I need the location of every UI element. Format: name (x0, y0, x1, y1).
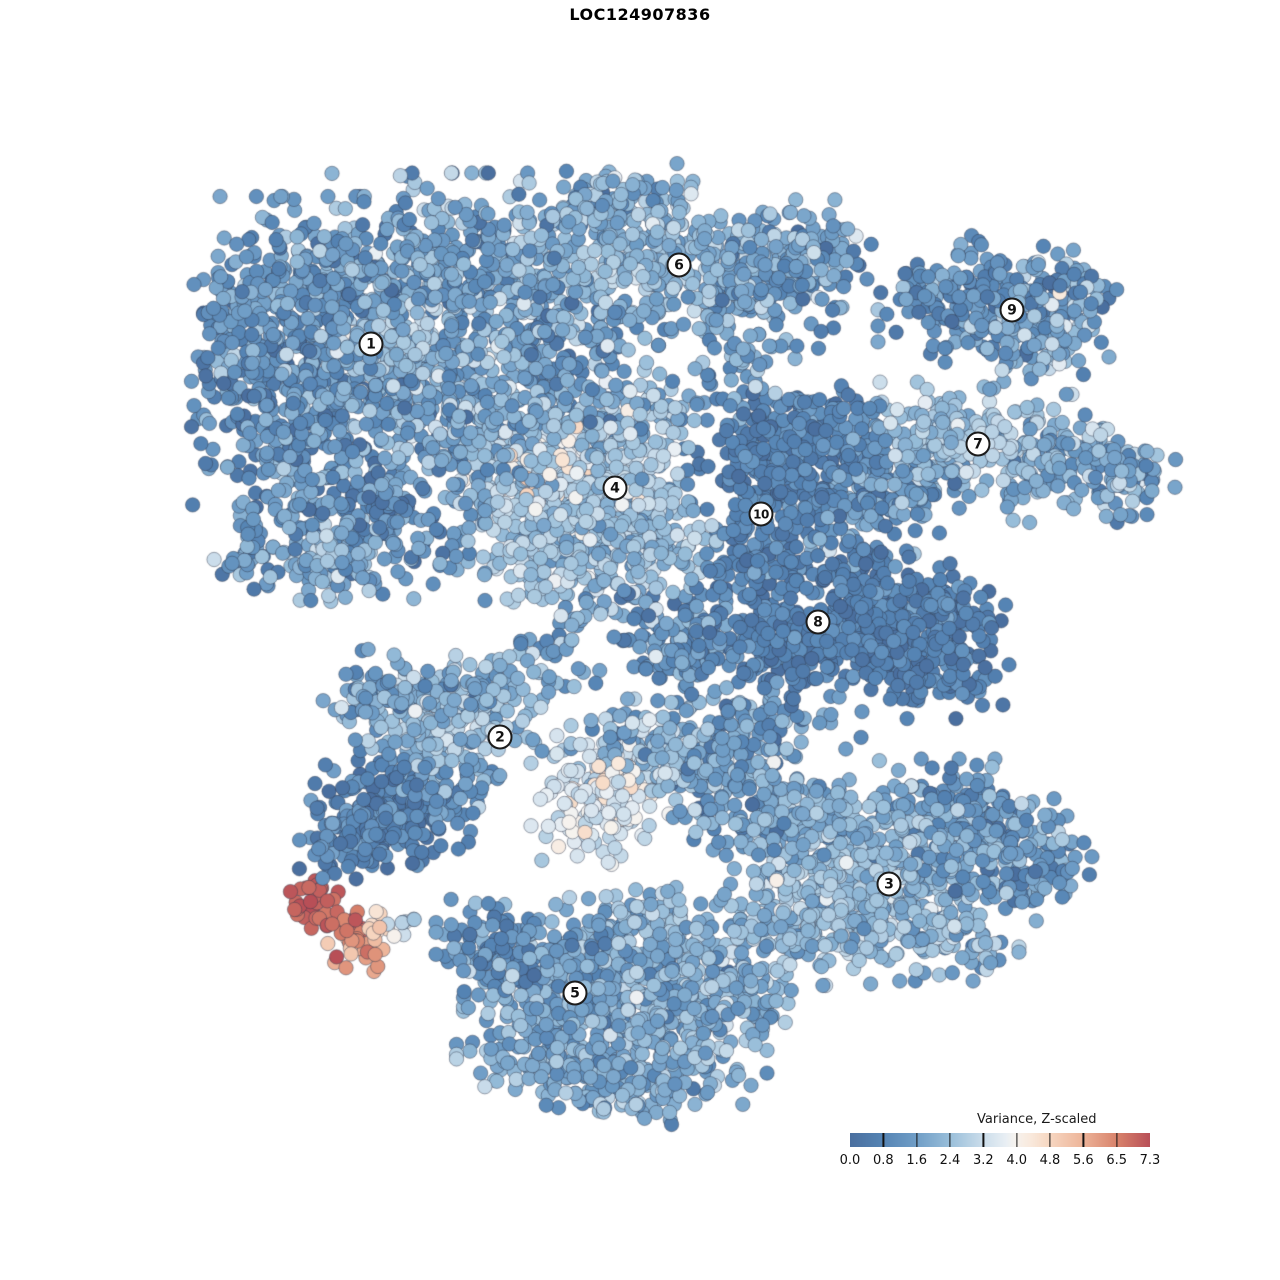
cluster-label-6: 6 (666, 252, 692, 278)
colorbar-tick-line (1016, 1133, 1018, 1147)
colorbar-tick-label: 3.2 (972, 1153, 994, 1168)
colorbar-tick-label: 7.3 (1139, 1153, 1161, 1168)
colorbar-tick-line (1082, 1133, 1084, 1147)
colorbar-tick-label: 1.6 (906, 1153, 927, 1168)
colorbar-tick-line (949, 1133, 951, 1147)
colorbar-tick-line (1116, 1133, 1118, 1147)
cluster-label-10: 10 (748, 501, 774, 527)
page-title: LOC124907836 (569, 5, 711, 24)
cluster-label-7: 7 (965, 431, 991, 457)
cluster-label-2: 2 (487, 724, 513, 750)
colorbar-tick-label: 6.5 (1106, 1153, 1127, 1168)
colorbar-tick-line (982, 1133, 984, 1147)
cluster-label-4: 4 (602, 475, 628, 501)
colorbar-tick-line (1049, 1133, 1051, 1147)
colorbar-tick-label: 4.8 (1039, 1153, 1061, 1168)
cluster-label-3: 3 (876, 871, 902, 897)
legend-title: Variance, Z-scaled (977, 1112, 1097, 1127)
colorbar-tick-label: 0.8 (872, 1153, 894, 1168)
colorbar-gradient (850, 1133, 1150, 1147)
colorbar-legend: Variance, Z-scaled 0.0 0.8 1.6 2.4 3.2 4… (840, 1112, 1161, 1172)
colorbar-tick-labels: 0.0 0.8 1.6 2.4 3.2 4.0 4.8 5.6 6.5 7.3 (840, 1153, 1161, 1169)
cluster-label-5: 5 (562, 980, 588, 1006)
cluster-label-8: 8 (805, 609, 831, 635)
colorbar-tick-line (916, 1133, 918, 1147)
colorbar-tick-line (882, 1133, 884, 1147)
cluster-label-1: 1 (358, 331, 384, 357)
colorbar-tick-label: 5.6 (1072, 1153, 1094, 1168)
colorbar-tick-label: 4.0 (1006, 1153, 1027, 1168)
colorbar-tick-label: 0.0 (839, 1153, 861, 1168)
cluster-label-9: 9 (999, 297, 1025, 323)
colorbar-tick-label: 2.4 (939, 1153, 961, 1168)
